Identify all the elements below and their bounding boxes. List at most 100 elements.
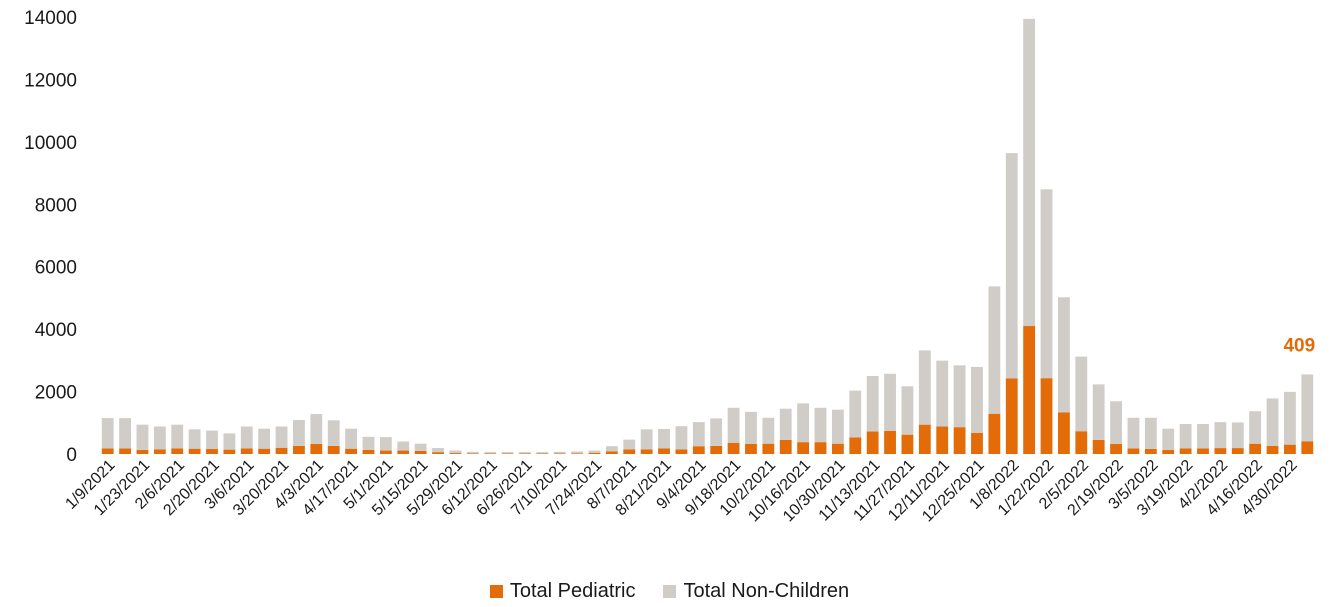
bar-total-non-children: [171, 424, 184, 449]
bar-total-pediatric: [849, 437, 862, 454]
bar-total-non-children: [831, 409, 844, 444]
bar-total-non-children: [310, 414, 323, 445]
bar-total-non-children: [1058, 297, 1070, 413]
bar-total-pediatric: [1301, 441, 1314, 454]
bar-total-non-children: [1284, 391, 1296, 445]
bar-total-pediatric: [1249, 443, 1262, 454]
bar-total-pediatric: [1005, 378, 1018, 454]
bar-total-non-children: [605, 446, 618, 452]
bar-total-non-children: [536, 452, 549, 454]
bar-total-pediatric: [571, 453, 584, 454]
bar-total-pediatric: [101, 448, 114, 454]
bar-total-pediatric: [762, 443, 775, 454]
bar-total-pediatric: [1075, 431, 1088, 454]
y-tick-label: 6000: [35, 258, 77, 279]
bar-total-non-children: [710, 418, 723, 446]
bar-total-pediatric: [814, 442, 827, 454]
bar-total-non-children: [345, 428, 357, 449]
bar-total-non-children: [432, 448, 444, 453]
bar-total-non-children: [188, 429, 201, 449]
bar-total-pediatric: [119, 448, 131, 454]
bar-total-pediatric: [1197, 448, 1209, 454]
bar-total-pediatric: [275, 447, 288, 454]
bar-total-pediatric: [779, 439, 792, 454]
bar-total-pediatric: [918, 424, 931, 454]
bar-total-non-children: [675, 426, 688, 450]
bar-total-non-children: [119, 418, 131, 449]
bar-total-non-children: [414, 443, 427, 451]
y-tick-label: 0: [66, 445, 77, 466]
bar-total-pediatric: [136, 449, 149, 454]
bar-total-pediatric: [153, 449, 166, 454]
bar-total-non-children: [1231, 422, 1244, 449]
bar-total-non-children: [1301, 374, 1314, 442]
bar-total-pediatric: [362, 449, 375, 454]
legend-label-non-children: Total Non-Children: [683, 580, 850, 602]
bar-total-pediatric: [675, 449, 688, 454]
bar-total-non-children: [1266, 398, 1279, 446]
bar-total-non-children: [397, 441, 410, 451]
bar-total-non-children: [953, 365, 966, 428]
bar-total-non-children: [571, 451, 584, 454]
bar-total-non-children: [1214, 422, 1227, 449]
bar-total-pediatric: [432, 452, 444, 454]
bar-total-non-children: [1023, 18, 1036, 327]
annotations: 409: [1283, 335, 1315, 356]
bar-total-pediatric: [866, 431, 879, 454]
bar-total-pediatric: [466, 453, 479, 454]
y-tick-label: 2000: [35, 383, 77, 404]
bar-total-pediatric: [188, 448, 201, 454]
bar-total-non-children: [101, 418, 114, 449]
bar-total-non-children: [623, 439, 636, 450]
bar-total-non-children: [136, 424, 149, 450]
bar-total-non-children: [1110, 401, 1122, 445]
bar-total-non-children: [1005, 153, 1018, 379]
bars: [101, 18, 1314, 454]
bar-total-non-children: [1249, 411, 1262, 444]
bar-total-pediatric: [1284, 444, 1296, 454]
legend: Total Pediatric Total Non-Children: [0, 580, 1339, 603]
bar-total-pediatric: [953, 427, 966, 454]
bar-total-pediatric: [901, 434, 914, 454]
bar-total-pediatric: [658, 448, 670, 454]
bar-total-non-children: [484, 452, 497, 454]
bar-total-pediatric: [1110, 444, 1122, 454]
bar-total-non-children: [1127, 417, 1140, 449]
bar-total-non-children: [658, 429, 670, 449]
bar-total-pediatric: [293, 445, 305, 454]
bar-total-non-children: [362, 436, 375, 450]
bar-total-non-children: [240, 426, 253, 449]
bar-total-pediatric: [971, 432, 983, 454]
bar-total-non-children: [762, 417, 775, 444]
bar-total-pediatric: [223, 449, 236, 454]
legend-item-non-children: Total Non-Children: [663, 580, 849, 603]
y-tick-label: 4000: [35, 320, 77, 341]
y-tick-label: 8000: [35, 195, 77, 216]
bar-total-non-children: [553, 451, 566, 454]
bar-total-pediatric: [831, 443, 844, 454]
bar-total-non-children: [501, 452, 514, 454]
bar-total-pediatric: [727, 442, 740, 454]
legend-swatch-non-children: [663, 585, 677, 598]
bar-total-pediatric: [1092, 439, 1105, 454]
bar-total-non-children: [223, 433, 236, 450]
y-tick-label: 12000: [24, 70, 77, 91]
bar-total-non-children: [884, 373, 896, 431]
bar-total-pediatric: [258, 448, 271, 454]
y-tick-label: 14000: [24, 8, 77, 29]
bar-total-pediatric: [327, 445, 340, 454]
bar-total-pediatric: [623, 449, 636, 454]
bar-total-pediatric: [414, 450, 427, 454]
bar-total-non-children: [275, 426, 288, 448]
legend-item-pediatric: Total Pediatric: [489, 580, 635, 603]
bar-total-non-children: [466, 451, 479, 454]
bar-total-non-children: [588, 450, 601, 453]
bar-total-non-children: [449, 450, 462, 454]
bar-total-non-children: [779, 408, 792, 440]
bar-total-non-children: [1162, 428, 1175, 450]
y-axis: 0 2000 4000 6000 8000 10000 12000 14000: [24, 8, 77, 466]
bar-total-pediatric: [345, 448, 357, 454]
legend-swatch-pediatric: [489, 585, 503, 598]
bar-total-pediatric: [1127, 448, 1140, 454]
